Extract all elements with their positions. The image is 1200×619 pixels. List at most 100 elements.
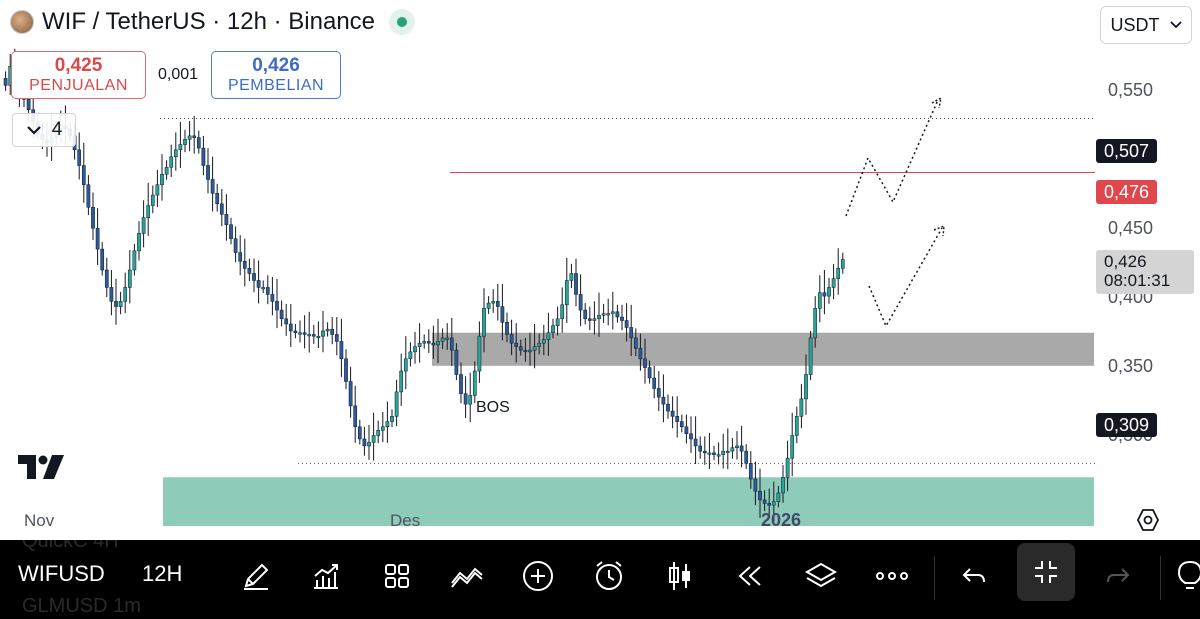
- candle-body: [537, 342, 542, 347]
- hint-button[interactable]: [1172, 558, 1200, 594]
- fullscreen-button[interactable]: [1017, 543, 1075, 601]
- buy-button[interactable]: 0,426 PEMBELIAN: [211, 51, 341, 99]
- candle-body: [615, 311, 620, 318]
- undo-button[interactable]: [956, 558, 992, 594]
- candle: [560, 287, 565, 333]
- candle: [495, 283, 500, 321]
- candle: [615, 304, 620, 323]
- sell-button[interactable]: 0,425 PENJUALAN: [11, 51, 146, 99]
- candles-layer: [3, 48, 845, 522]
- candle: [403, 336, 408, 390]
- candle-body: [472, 370, 477, 396]
- candle-body: [771, 501, 776, 506]
- alert-button[interactable]: [591, 558, 627, 594]
- candle: [233, 226, 238, 263]
- candle-body: [279, 309, 284, 320]
- layouts-button[interactable]: [379, 558, 415, 594]
- candlestick-icon: [669, 562, 690, 590]
- candle-body: [362, 438, 367, 447]
- candle: [137, 221, 141, 261]
- toolbar-divider: [1160, 556, 1161, 600]
- interval-selector[interactable]: 12H: [142, 561, 183, 586]
- candle: [578, 274, 583, 327]
- candle-body: [459, 374, 463, 394]
- candle: [491, 289, 496, 313]
- candle: [597, 292, 601, 337]
- object-tree-button[interactable]: [803, 558, 839, 594]
- symbol-title[interactable]: WIF / TetherUS · 12h · Binance: [42, 8, 376, 35]
- indicators-collapse-button[interactable]: 4: [12, 113, 76, 147]
- chart-type-button[interactable]: [662, 558, 698, 594]
- candle-body: [201, 147, 206, 166]
- add-button[interactable]: [520, 558, 556, 594]
- candle: [546, 312, 551, 356]
- candle: [689, 416, 693, 453]
- candle: [840, 252, 845, 274]
- candle: [173, 132, 178, 171]
- candle-body: [679, 421, 684, 428]
- candle: [693, 416, 698, 465]
- candle-body: [385, 421, 390, 428]
- candle: [629, 304, 634, 357]
- candle: [422, 334, 427, 349]
- currency-selector[interactable]: USDT: [1100, 6, 1192, 44]
- candle-body: [137, 233, 141, 252]
- candle: [265, 275, 270, 305]
- bar-countdown: 08:01:31: [1104, 271, 1171, 290]
- candle: [413, 331, 417, 364]
- candle: [799, 384, 804, 429]
- candle: [362, 426, 367, 456]
- candle: [771, 481, 776, 522]
- candle: [100, 242, 105, 276]
- candle-body: [748, 463, 753, 480]
- replay-button[interactable]: [732, 558, 768, 594]
- candle: [380, 411, 385, 443]
- current-price: 0,426: [1104, 252, 1147, 271]
- candle: [813, 296, 818, 348]
- redo-button[interactable]: [1100, 558, 1136, 594]
- drawing-tools-button[interactable]: [238, 558, 274, 594]
- candle: [261, 280, 266, 293]
- chevron-down-icon: [26, 126, 41, 135]
- candle-body: [334, 334, 339, 342]
- candle-body: [160, 173, 164, 185]
- symbol-selector[interactable]: WIFUSD: [18, 561, 105, 586]
- market-open-status-icon: [389, 9, 416, 35]
- candle-body: [643, 358, 647, 368]
- candle: [150, 185, 155, 214]
- candle-body: [597, 315, 601, 320]
- price-chart[interactable]: [0, 0, 1200, 540]
- candle: [827, 277, 831, 304]
- candle-body: [794, 416, 799, 436]
- candle-body: [610, 311, 615, 314]
- candle: [431, 325, 436, 359]
- more-button[interactable]: [874, 558, 910, 594]
- chart-settings-icon[interactable]: [1136, 508, 1160, 532]
- candle: [532, 324, 537, 369]
- candle-body: [321, 330, 325, 337]
- candle-body: [238, 252, 243, 262]
- candle-body: [804, 374, 808, 400]
- candle: [104, 257, 109, 298]
- candle-body: [813, 308, 818, 339]
- candle-body: [109, 287, 114, 302]
- candle-body: [127, 269, 132, 288]
- chart-area[interactable]: WIF / TetherUS · 12h · Binance USDT 0,42…: [0, 0, 1200, 540]
- candle-body: [831, 278, 836, 288]
- candle-body: [219, 203, 224, 215]
- candle-body: [150, 194, 155, 206]
- candle-body: [652, 377, 657, 389]
- arrowhead-lower: [933, 224, 945, 237]
- candle-body: [716, 454, 721, 457]
- compare-button[interactable]: [449, 558, 485, 594]
- candle-body: [242, 261, 247, 269]
- candle: [523, 337, 528, 362]
- candle-body: [514, 342, 519, 347]
- candle-body: [325, 328, 330, 332]
- indicators-button[interactable]: [308, 558, 344, 594]
- level-price-tag: 0,309: [1096, 413, 1158, 437]
- candle: [426, 329, 431, 353]
- candle-body: [339, 341, 344, 360]
- tradingview-logo: [18, 455, 64, 479]
- candle-body: [799, 398, 804, 417]
